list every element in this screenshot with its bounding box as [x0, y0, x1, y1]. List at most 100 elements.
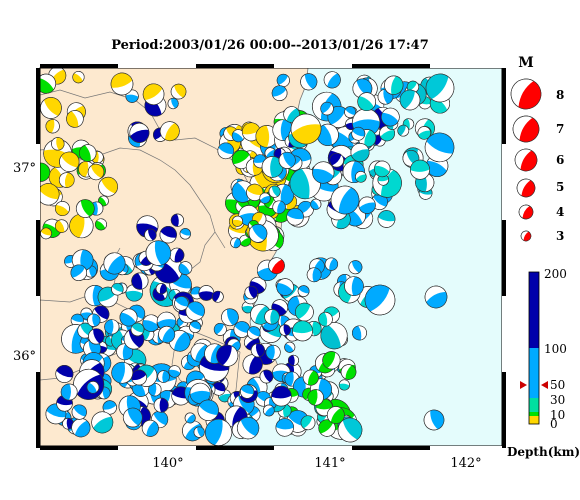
- beachball-icon: [320, 101, 334, 116]
- beachball-icon: [95, 218, 107, 231]
- beachball-icon: [512, 115, 540, 143]
- frame-tick: [36, 220, 40, 296]
- beachball-icon: [337, 417, 363, 443]
- depth-bar-segment: [529, 272, 539, 348]
- beachball-icon: [265, 344, 281, 360]
- beachball-icon: [40, 162, 51, 182]
- frame-tick: [40, 64, 118, 68]
- frame-tick: [502, 296, 506, 372]
- y-tick-label: 36°: [13, 349, 36, 364]
- beachball-icon: [292, 320, 313, 342]
- beachball-icon: [168, 365, 181, 378]
- beachball-icon: [174, 296, 189, 311]
- x-tick-label: 141°: [314, 456, 345, 471]
- beachball-icon: [297, 285, 310, 297]
- beachball-icon: [111, 361, 134, 384]
- beachball-icon: [75, 199, 95, 218]
- x-tick-label: 142°: [450, 456, 481, 471]
- magnitude-legend-label: 4: [556, 205, 564, 219]
- beachball-icon: [217, 142, 235, 160]
- beachball-icon: [287, 354, 300, 366]
- beachball-icon: [284, 341, 296, 353]
- beachball-icon: [231, 129, 245, 143]
- beachball-icon: [348, 260, 363, 275]
- beachball-icon: [205, 418, 233, 446]
- beachball-icon: [381, 107, 400, 127]
- beachball-icon: [272, 200, 286, 214]
- beachball-icon: [384, 75, 404, 95]
- beachball-icon: [295, 302, 314, 322]
- beachball-icon: [262, 404, 275, 417]
- beachball-icon: [184, 412, 196, 424]
- beachball-icon: [60, 383, 78, 401]
- beachball-icon: [244, 285, 258, 300]
- beachball-icon: [300, 73, 318, 91]
- beachball-icon: [59, 151, 80, 172]
- beachball-icon: [410, 159, 430, 180]
- beachball-icon: [54, 219, 69, 233]
- beachball-icon: [233, 321, 251, 338]
- beachball-icon: [92, 305, 110, 323]
- beachball-icon: [130, 322, 145, 337]
- beachball-icon: [300, 415, 316, 431]
- beachball-icon: [158, 325, 176, 343]
- beachball-icon: [397, 124, 410, 137]
- beachball-icon: [510, 78, 542, 110]
- frame-tick: [352, 64, 430, 68]
- depth-marker-icon: [520, 381, 548, 389]
- beachball-icon: [290, 113, 322, 145]
- beachball-icon: [87, 163, 105, 181]
- map-frame-ticks: [36, 64, 508, 450]
- beachball-icon: [374, 160, 391, 178]
- beachball-icon: [91, 411, 114, 434]
- beachball-icon: [40, 227, 52, 240]
- beachball-icon: [213, 322, 227, 336]
- frame-tick: [36, 144, 40, 220]
- beachball-icon: [307, 389, 324, 406]
- beachball-icon: [129, 122, 150, 143]
- beachball-icon: [271, 385, 292, 407]
- frame-tick: [274, 64, 352, 68]
- beachball-icon: [278, 151, 296, 169]
- beachball-icon: [216, 344, 239, 367]
- depth-bar-segment: [529, 348, 539, 398]
- frame-tick: [36, 296, 40, 372]
- beachball-icon: [71, 418, 91, 438]
- beachball-icon: [240, 384, 255, 399]
- beachball-icon: [193, 426, 205, 438]
- y-tick-label: 37°: [13, 161, 36, 176]
- frame-tick: [40, 446, 118, 450]
- depth-legend-title: Depth(km): [507, 445, 580, 459]
- beachball-icon: [324, 257, 339, 271]
- beachball-icon: [145, 240, 172, 266]
- x-tick-label: 140°: [152, 456, 183, 471]
- frame-tick: [352, 446, 430, 450]
- depth-tick-label: 200: [544, 267, 567, 281]
- magnitude-legend-header: M: [518, 55, 534, 71]
- beachball-icon: [351, 126, 366, 141]
- beachball-icon: [98, 176, 118, 197]
- beachball-icon: [72, 71, 85, 84]
- beachball-icon: [344, 106, 357, 119]
- beachball-icon: [275, 418, 294, 437]
- beachball-icon: [246, 183, 264, 201]
- frame-tick: [502, 220, 506, 296]
- beachball-icon: [211, 381, 226, 396]
- beachball-icon: [88, 328, 105, 345]
- beachball-icon: [122, 407, 143, 428]
- frame-tick: [36, 372, 40, 448]
- beachball-icon: [211, 290, 224, 303]
- beachball-icon: [159, 121, 180, 142]
- depth-bar-frame: [528, 271, 540, 425]
- magnitude-legend-label: 8: [556, 88, 564, 102]
- beachball-icon: [131, 272, 149, 290]
- depth-tick-label: 50: [550, 378, 565, 392]
- beachball-icon: [111, 282, 124, 296]
- beachball-icon: [344, 276, 364, 296]
- beachball-icon: [79, 144, 97, 162]
- beachball-icon: [110, 72, 134, 96]
- beachball-icon: [276, 73, 290, 87]
- beachball-icon: [144, 228, 157, 242]
- beachball-icon: [71, 404, 87, 420]
- beachball-icon: [352, 325, 367, 341]
